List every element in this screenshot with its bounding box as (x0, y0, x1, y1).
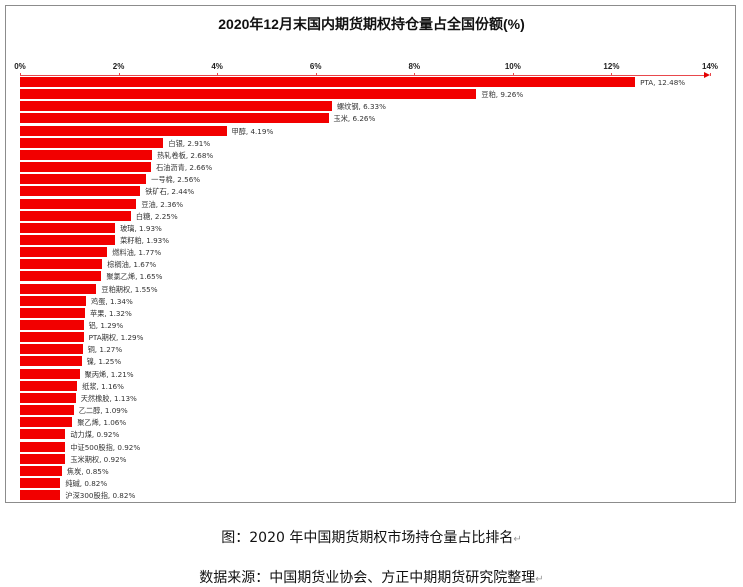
bar-data-label: 豆粕期权, 1.55% (101, 284, 158, 294)
bar-data-label: PTA期权, 1.29% (88, 333, 144, 343)
bar (20, 465, 62, 476)
bar (20, 234, 116, 245)
bar (20, 380, 78, 391)
bar (20, 77, 636, 87)
bar-data-label: 石油沥青, 2.66% (156, 163, 213, 173)
x-tick-mark (20, 73, 21, 76)
bar-data-label: 铁矿石, 2.44% (145, 187, 195, 197)
x-tick-label: 0% (14, 62, 26, 71)
bar-data-label: 纸浆, 1.16% (82, 381, 124, 391)
bar-data-label: 白银, 2.91% (168, 138, 211, 148)
bar (20, 332, 84, 343)
bar-data-label: 铜, 1.27% (87, 345, 123, 355)
bar (20, 453, 66, 464)
x-tick-label: 12% (603, 62, 620, 71)
x-tick-mark (217, 73, 219, 76)
bar (20, 101, 332, 112)
bar (20, 344, 83, 355)
x-tick-label: 6% (309, 62, 322, 71)
figure-caption: 图：2020 年中国期货期权市场持仓量占比排名↵ (221, 530, 522, 546)
bar (20, 113, 329, 124)
bar (20, 174, 147, 185)
bar-data-label: 棕榈油, 1.67% (107, 260, 157, 270)
bar-data-label: 乙二醇, 1.09% (78, 406, 128, 416)
bar-data-label: 玉米期权, 0.92% (70, 454, 127, 464)
x-tick-mark (315, 73, 317, 76)
bar (20, 222, 116, 233)
x-tick-label: 14% (701, 62, 719, 71)
bar (20, 477, 61, 488)
bar (20, 368, 80, 379)
bar (20, 441, 66, 452)
bar (20, 405, 74, 416)
bar (20, 210, 131, 221)
bar-data-label: 中证500股指, 0.92% (70, 442, 141, 452)
bar-data-label: 铝, 1.29% (88, 321, 124, 330)
bar-data-label: 沪深300股指, 0.82% (65, 491, 136, 501)
bar-data-label: PTA, 12.48% (640, 78, 686, 87)
bar-data-label: 白糖, 2.25% (135, 211, 178, 221)
bar (20, 320, 84, 330)
bar-data-label: 天然橡胶, 1.13% (80, 393, 137, 403)
bar-data-label: 动力煤, 0.92% (70, 430, 120, 440)
bar-data-label: 燃料油, 1.77% (112, 248, 162, 258)
bar (20, 186, 141, 197)
bar-data-label: 鸡蛋, 1.34% (91, 296, 133, 306)
bar-data-label: 镍, 1.25% (86, 357, 122, 367)
x-tick-mark (611, 73, 613, 76)
bar (20, 490, 61, 501)
bar (20, 162, 152, 173)
bar-data-label: 热轧卷板, 2.68% (157, 150, 214, 160)
x-axis-line (20, 75, 708, 76)
x-tick-label: 2% (112, 62, 125, 71)
x-tick-mark (118, 73, 120, 76)
x-tick-mark (710, 73, 711, 76)
x-tick-label: 10% (504, 62, 521, 71)
bar (20, 137, 164, 148)
bar-data-label: 玻璃, 1.93% (120, 223, 162, 233)
paragraph-mark-icon: ↵ (513, 534, 522, 545)
x-tick-label: 8% (408, 62, 421, 71)
bar-data-label: 螺纹钢, 6.33% (336, 102, 386, 112)
bar (20, 392, 76, 403)
bar-data-label: 聚乙烯, 1.06% (77, 418, 127, 428)
chart-title: 2020年12月末国内期货期权持仓量占全国份额(%) (218, 16, 525, 32)
bar (20, 149, 153, 160)
bar-data-label: 焦炭, 0.85% (66, 466, 109, 476)
bar-data-label: 豆油, 2.36% (141, 199, 184, 209)
axis-arrow-icon (704, 72, 710, 78)
bar (20, 259, 103, 270)
bar-data-label: 一号棉, 2.56% (151, 175, 201, 185)
x-tick-mark (512, 73, 514, 76)
bar-data-label: 聚丙烯, 1.21% (84, 369, 134, 379)
bar-data-label: 玉米, 6.26% (333, 114, 376, 124)
x-tick-mark (414, 73, 416, 76)
bar (20, 271, 102, 282)
bar (20, 198, 137, 209)
bar-data-label: 甲醇, 4.19% (231, 126, 274, 136)
bar (20, 417, 73, 428)
bar (20, 283, 97, 294)
x-tick-label: 4% (211, 62, 223, 71)
bar (20, 89, 477, 100)
bar (20, 356, 82, 367)
bar-data-label: 聚氯乙烯, 1.65% (106, 272, 163, 282)
paragraph-mark-icon: ↵ (535, 574, 544, 585)
bar-data-label: 纯碱, 0.82% (65, 478, 108, 488)
chart-frame (5, 5, 736, 503)
bar-data-label: 豆粕, 9.26% (481, 90, 524, 100)
bar (20, 247, 108, 258)
bar (20, 295, 87, 306)
source-caption: 数据来源：中国期货业协会、方正中期期货研究院整理↵ (199, 570, 544, 586)
bar (20, 125, 227, 136)
bar (20, 429, 66, 440)
bar-data-label: 菜籽粕, 1.93% (120, 235, 170, 245)
bar-data-label: 苹果, 1.32% (90, 308, 132, 318)
bar (20, 307, 86, 318)
